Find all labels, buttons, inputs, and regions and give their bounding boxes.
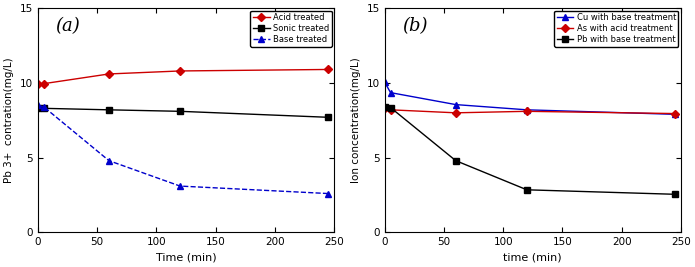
Line: As with acid treatment: As with acid treatment (382, 105, 678, 116)
Base treated (33, 104, 42, 107)
Acid treated (40, 82, 48, 85)
Cu with base treatment (523, 108, 531, 111)
Acid treated (324, 68, 332, 71)
Sonic treated (105, 108, 113, 111)
Line: Pb with base treatment: Pb with base treatment (382, 104, 678, 197)
Pb with base treatment (523, 188, 531, 191)
Cu with base treatment (386, 91, 395, 94)
As with acid treatment (671, 112, 679, 115)
Acid treated (33, 82, 42, 85)
Base treated (105, 159, 113, 162)
Sonic treated (176, 110, 184, 113)
Cu with base treatment (380, 81, 389, 84)
Pb with base treatment (452, 159, 460, 162)
X-axis label: time (min): time (min) (503, 253, 562, 263)
Legend: Cu with base treatment, As with acid treatment, Pb with base treatment: Cu with base treatment, As with acid tre… (554, 11, 678, 47)
As with acid treatment (523, 110, 531, 113)
Legend: Acid treated, Sonic treated, Base treated: Acid treated, Sonic treated, Base treate… (250, 11, 332, 47)
Line: Acid treated: Acid treated (35, 67, 331, 87)
Y-axis label: Pb 3+  contration(mg/L): Pb 3+ contration(mg/L) (4, 57, 14, 183)
Base treated (40, 105, 48, 108)
Base treated (176, 184, 184, 188)
Pb with base treatment (671, 193, 679, 196)
Line: Cu with base treatment: Cu with base treatment (382, 79, 678, 117)
Cu with base treatment (671, 113, 679, 116)
Base treated (324, 192, 332, 195)
Sonic treated (324, 116, 332, 119)
Cu with base treatment (452, 103, 460, 106)
Text: (a): (a) (56, 17, 81, 35)
Line: Sonic treated: Sonic treated (35, 105, 331, 120)
Text: (b): (b) (402, 17, 428, 35)
Pb with base treatment (386, 106, 395, 109)
As with acid treatment (452, 111, 460, 115)
As with acid treatment (380, 107, 389, 110)
Y-axis label: Ion concentration(mg/L): Ion concentration(mg/L) (351, 57, 361, 183)
As with acid treatment (386, 108, 395, 111)
X-axis label: Time (min): Time (min) (156, 253, 216, 263)
Acid treated (176, 69, 184, 73)
Line: Base treated: Base treated (35, 103, 331, 196)
Sonic treated (33, 107, 42, 110)
Sonic treated (40, 107, 48, 110)
Pb with base treatment (380, 105, 389, 108)
Acid treated (105, 72, 113, 76)
